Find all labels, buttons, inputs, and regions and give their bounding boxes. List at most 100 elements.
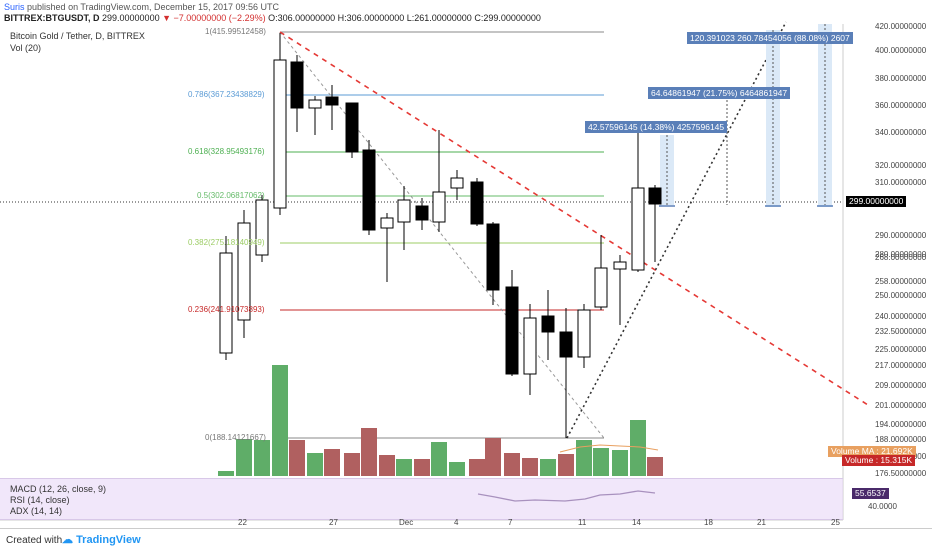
price-change: ▼ −7.00000000 (−2.29%) (162, 13, 266, 23)
candle[interactable] (631, 133, 645, 272)
price-axis-label: 194.00000000 (875, 420, 927, 429)
price-axis-label: 217.00000000 (875, 361, 927, 370)
ohlc-line: BITTREX:BTGUSDT, D 299.00000000 ▼ −7.000… (4, 13, 541, 23)
candlesticks[interactable] (219, 33, 662, 438)
price-axis-label: 280.00000000 (875, 250, 927, 259)
rsi-axis-40: 40.0000 (868, 502, 897, 511)
candle[interactable] (415, 198, 429, 230)
price-axis-label: 380.00000000 (875, 74, 927, 83)
candle[interactable] (237, 210, 251, 338)
price-axis-label: 340.00000000 (875, 128, 927, 137)
volume-bars (218, 365, 663, 476)
price-axis-label: 360.00000000 (875, 101, 927, 110)
price-axis-label: 268.00000000 (875, 253, 927, 262)
price-axis-label: 320.00000000 (875, 161, 927, 170)
measure-label-1[interactable]: 42.57596145 (14.38%) 4257596145 (585, 121, 728, 133)
time-axis-label: Dec (399, 518, 414, 527)
publish-text: published on TradingView.com, December 1… (27, 2, 280, 12)
volume-bar (361, 428, 377, 476)
close-value: C:299.00000000 (474, 13, 541, 23)
candle[interactable] (613, 255, 627, 325)
volume-legend: Vol (20) (10, 43, 42, 53)
candle[interactable] (432, 130, 446, 232)
time-axis-label: 4 (454, 518, 459, 527)
volume-bar (431, 442, 447, 476)
price-axis-label: 400.00000000 (875, 46, 927, 55)
candle[interactable] (470, 178, 484, 226)
candle[interactable] (308, 96, 322, 135)
fib-label-0786: 0.786(367.23438829) (188, 90, 265, 99)
tradingview-logo[interactable]: ☁ TradingView (62, 534, 141, 546)
volume-bar (307, 453, 323, 476)
high-value: H:306.00000000 (337, 13, 405, 23)
time-axis-label: 25 (831, 518, 840, 527)
price-axis-label: 232.50000000 (875, 327, 927, 336)
volume-bar (558, 454, 574, 476)
candle[interactable] (290, 55, 304, 132)
price-chart[interactable] (0, 0, 932, 528)
candle[interactable] (397, 186, 411, 250)
open-value: O:306.00000000 (268, 13, 336, 23)
candle[interactable] (577, 304, 591, 368)
price-axis-label: 225.00000000 (875, 345, 927, 354)
chart-title: Bitcoin Gold / Tether, D, BITTREX (10, 31, 145, 41)
volume-bar (254, 440, 270, 476)
price-axis-label: 240.00000000 (875, 312, 927, 321)
author-link[interactable]: Suris (4, 2, 25, 12)
time-axis-label: 14 (632, 518, 641, 527)
created-with-text: Created with (6, 535, 63, 546)
candle[interactable] (648, 185, 662, 262)
price-axis-label: 250.00000000 (875, 291, 927, 300)
time-axis-label: 22 (238, 518, 247, 527)
volume-ma-tag: Volume MA : 21.692K (828, 446, 916, 457)
price-axis-label: 201.00000000 (875, 401, 927, 410)
volume-bar (540, 459, 556, 476)
fib-label-1: 1(415.99512458) (205, 27, 266, 36)
candle[interactable] (541, 290, 555, 360)
downtrend-line[interactable] (279, 31, 869, 406)
symbol: BITTREX:BTGUSDT, D (4, 13, 100, 23)
uptrend-line[interactable] (566, 21, 787, 439)
volume-bar (469, 459, 485, 476)
projection-boxes[interactable] (659, 24, 833, 207)
candle[interactable] (380, 213, 394, 282)
publish-info: Suris published on TradingView.com, Dece… (4, 2, 279, 12)
price-axis-label: 290.00000000 (875, 231, 927, 240)
volume-bar (344, 453, 360, 476)
indicator-panel[interactable] (0, 478, 843, 520)
volume-ma-line (559, 444, 659, 453)
fib-label-0: 0(188.14121667) (205, 433, 266, 442)
candle[interactable] (594, 235, 608, 310)
candle[interactable] (362, 140, 376, 235)
candle[interactable] (325, 85, 339, 130)
price-axis-label: 310.00000000 (875, 178, 927, 187)
volume-bar (576, 440, 592, 476)
price-axis-label: 420.00000000 (875, 22, 927, 31)
adx-label: ADX (14, 14) (10, 506, 63, 516)
fib-retracement[interactable] (279, 31, 605, 439)
candle[interactable] (486, 222, 500, 305)
candle[interactable] (559, 308, 573, 438)
candle[interactable] (523, 304, 537, 395)
time-axis-label: 18 (704, 518, 713, 527)
volume-bar (593, 448, 609, 476)
candle[interactable] (450, 170, 464, 200)
measure-label-2[interactable]: 64.64861947 (21.75%) 6464861947 (648, 87, 791, 99)
candle[interactable] (273, 33, 287, 215)
volume-bar (630, 420, 646, 476)
candle[interactable] (345, 102, 359, 158)
candle[interactable] (255, 195, 269, 262)
volume-bar (522, 458, 538, 476)
time-axis-label: 27 (329, 518, 338, 527)
candle[interactable] (505, 270, 519, 376)
fib-label-05: 0.5(302.06817062) (197, 191, 265, 200)
volume-bar (379, 455, 395, 476)
candle[interactable] (219, 236, 233, 360)
volume-bar (289, 440, 305, 476)
price-axis-label: 209.00000000 (875, 381, 927, 390)
time-axis-label: 21 (757, 518, 766, 527)
last-price: 299.00000000 (102, 13, 160, 23)
volume-bar (647, 457, 663, 476)
measure-label-3[interactable]: 120.391023 260.78454056 (88.08%) 2607 (687, 32, 853, 44)
time-axis-label: 7 (508, 518, 513, 527)
